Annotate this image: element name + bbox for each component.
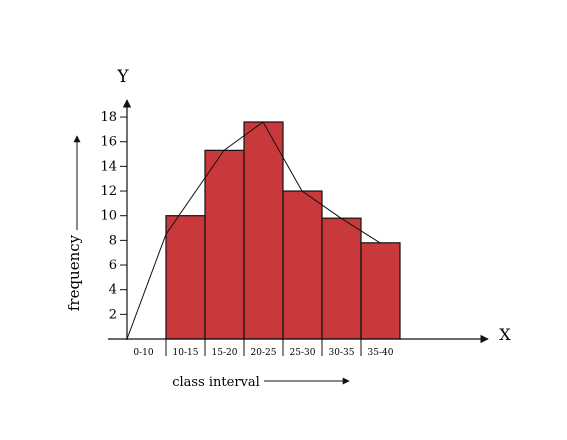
y-tick-label-2: 2 xyxy=(109,307,117,322)
bars-group xyxy=(165,121,401,340)
y-axis-label: frequency xyxy=(65,234,83,311)
y-tick-label-4: 4 xyxy=(109,283,117,298)
x-tick-label-0-10: 0-10 xyxy=(133,348,153,358)
x-tick-label-15-20: 15-20 xyxy=(212,348,238,358)
bar-25-30 xyxy=(282,190,323,340)
y-tick-label-16: 16 xyxy=(100,135,117,150)
frequency-polygon xyxy=(126,121,381,340)
y-ticks-group: 2 4 6 8 10 12 14 16 18 xyxy=(100,110,127,322)
bar-10-15 xyxy=(165,215,206,340)
x-axis-letter: X xyxy=(499,325,511,344)
x-tick-label-10-15: 10-15 xyxy=(173,348,199,358)
y-tick-label-14: 14 xyxy=(100,159,117,174)
y-tick-label-6: 6 xyxy=(109,258,117,273)
y-tick-label-10: 10 xyxy=(100,209,117,224)
bar-15-20 xyxy=(204,149,245,340)
x-tick-label-30-35: 30-35 xyxy=(329,348,355,358)
x-axis-label: class interval xyxy=(172,375,260,390)
y-tick-label-12: 12 xyxy=(100,184,117,199)
frequency-polygon-group xyxy=(126,121,381,340)
y-axis-letter: Y xyxy=(116,67,129,87)
bar-30-35 xyxy=(321,217,362,340)
bar-20-25 xyxy=(243,121,284,340)
x-tick-label-35-40: 35-40 xyxy=(368,348,394,358)
y-tick-label-8: 8 xyxy=(109,233,117,248)
y-tick-label-18: 18 xyxy=(100,110,117,125)
x-tick-label-20-25: 20-25 xyxy=(251,348,277,358)
x-ticks-group: 0-10 10-15 15-20 20-25 25-30 30-35 35-40 xyxy=(133,339,394,358)
bar-35-40 xyxy=(360,242,401,340)
x-tick-label-25-30: 25-30 xyxy=(290,348,316,358)
